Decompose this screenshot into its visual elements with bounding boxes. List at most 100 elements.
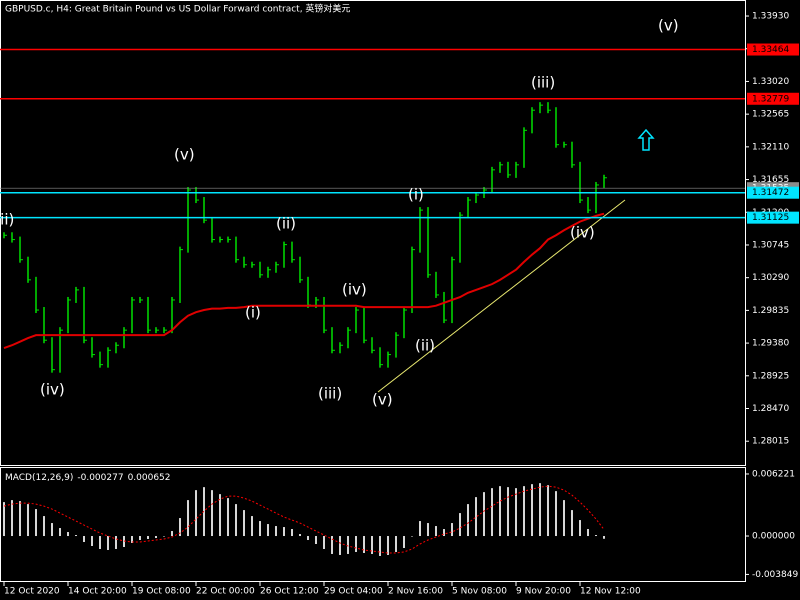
level-label: 1.31472 [752,188,789,198]
macd-bar [75,535,77,537]
y-tick-label: 1.32110 [752,142,789,152]
macd-bar [291,529,293,537]
macd-bar [395,536,397,552]
macd-bar [155,536,157,539]
macd-bar [187,500,189,537]
macd-panel: 0.006221 0.000000 -0.003849 [3,469,798,580]
macd-bar [67,532,69,537]
wave-label: (i) [245,304,261,322]
macd-bar [51,523,53,537]
macd-bar [275,526,277,537]
level-box [747,43,799,56]
macd-bar [235,504,237,537]
macd-bar [315,536,317,544]
macd-bar [139,536,141,541]
y-tick-label: 1.33020 [752,77,789,87]
macd-bar [523,486,525,537]
wave-label: (v) [658,17,679,35]
macd-bar [3,502,5,537]
macd-bar [531,484,533,537]
level-box [747,211,799,224]
x-tick-label: 22 Oct 00:00 [196,587,255,597]
macd-bar [595,535,597,537]
macd-bar [147,536,149,540]
macd-main-value: -0.000277 [77,473,123,483]
macd-bar [115,536,117,549]
macd-bar [211,490,213,537]
macd-bar [475,497,477,537]
macd-bar [515,488,517,537]
macd-bar [163,536,165,537]
macd-bar [227,498,229,537]
up-arrow [637,128,655,151]
macd-bar [443,529,445,537]
x-tick-label: 19 Oct 08:00 [132,587,191,597]
macd-bar [323,536,325,549]
y-tick-label: 0.000000 [752,532,795,542]
macd-bar [563,500,565,537]
x-tick-label: 9 Nov 20:00 [516,587,571,597]
y-tick-label: 1.32565 [752,110,789,120]
main-frame [0,0,746,466]
macd-bar [331,536,333,554]
x-tick-label: 12 Nov 12:00 [580,587,641,597]
macd-bar [59,528,61,537]
macd-bar [259,521,261,537]
wave-label: (v) [174,146,195,164]
macd-bar [579,520,581,537]
macd-bar [19,501,21,537]
macd-bar [43,516,45,537]
macd-bar [299,534,301,537]
macd-bar [99,536,101,549]
macd-signal [3,485,605,554]
x-tick-label: 12 Oct 2020 [4,587,60,597]
macd-bar [451,523,453,537]
trend-line [377,199,626,393]
macd-bar [547,485,549,537]
wave-label: (ii) [415,337,435,355]
wave-label: (iv) [40,381,65,399]
chart-title: GBPUSD.c, H4: Great Britain Pound vs US … [5,3,350,15]
level-label: 1.32779 [752,94,789,104]
wave-label: (iv) [342,281,367,299]
macd-bar [483,492,485,537]
macd-bar [83,536,85,543]
y-tick-label: 1.28470 [752,404,789,414]
y-tick-label: 1.31655 [752,175,789,185]
macd-bar [555,491,557,537]
y-tick-label: 0.006221 [752,469,795,479]
macd-bar [355,536,357,552]
y-tick-label: 1.29380 [752,339,789,349]
macd-bar [427,523,429,537]
wave-label: (i) [408,186,424,204]
macd-title: MACD(12,26,9) -0.000277 0.000652 [5,473,171,483]
macd-bar [411,536,413,537]
y-tick-label: 1.30290 [752,273,789,283]
macd-bar [571,510,573,537]
macd-bar [379,536,381,556]
x-tick-label: 14 Oct 20:00 [68,587,127,597]
wave-label: (iii) [318,385,342,403]
level-label: 1.31125 [752,213,789,223]
main-panel: 1.339301.334751.330201.325651.321101.316… [0,12,799,597]
moving-average [3,212,605,350]
macd-bar [347,536,349,554]
macd-bar [435,526,437,537]
macd-signal-value: 0.000652 [128,473,171,483]
y-tick-label: 1.30745 [752,240,789,250]
macd-bar [403,536,405,548]
level-box [747,92,799,105]
macd-bar [179,518,181,537]
macd-bar [507,487,509,537]
macd-bar [251,516,253,537]
x-tick-label: 26 Oct 12:00 [260,587,319,597]
macd-name: MACD(12,26,9) [5,473,73,483]
macd-bar [107,536,109,550]
macd-bar [35,509,37,537]
x-tick-label: 2 Nov 16:00 [388,587,443,597]
macd-bar [219,494,221,537]
wave-label: (ii) [276,215,296,233]
x-tick-label: 5 Nov 08:00 [452,587,507,597]
wave-label: (iv) [570,224,595,242]
macd-bar [243,510,245,537]
